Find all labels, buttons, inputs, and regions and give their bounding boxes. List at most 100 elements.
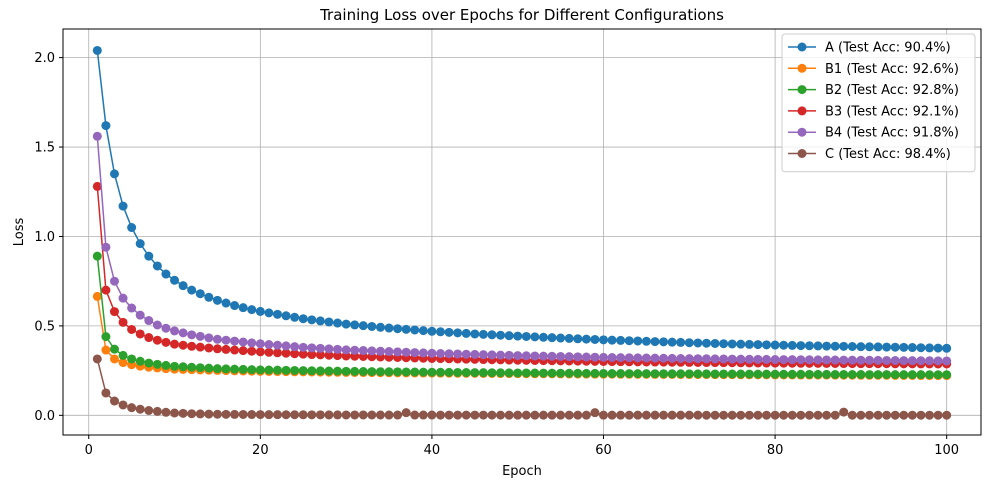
data-point (375, 346, 385, 356)
data-point (187, 285, 197, 295)
legend-entry: C (Test Acc: 98.4%) (788, 147, 951, 162)
data-point (504, 350, 514, 360)
data-point (822, 410, 832, 420)
data-point (676, 337, 686, 347)
plot-frame (62, 28, 982, 436)
legend-marker (797, 149, 807, 158)
data-point (255, 365, 265, 375)
data-point (727, 369, 737, 379)
data-point (375, 367, 385, 377)
data-point (624, 353, 634, 363)
y-tick-label: 1.5 (34, 141, 55, 156)
data-point (727, 410, 737, 420)
data-point (573, 352, 583, 362)
data-point (272, 340, 282, 350)
data-point (641, 369, 651, 379)
data-point (92, 291, 102, 301)
data-point (736, 339, 746, 349)
data-point (547, 333, 557, 343)
data-point (212, 334, 222, 344)
data-point (487, 368, 497, 378)
data-point (916, 356, 926, 366)
legend-entry: B4 (Test Acc: 91.8%) (788, 126, 959, 141)
data-point (436, 327, 445, 337)
data-point (796, 410, 806, 420)
data-point (92, 181, 102, 191)
data-point (616, 369, 626, 379)
data-point (255, 410, 265, 420)
data-point (521, 410, 531, 420)
data-point (358, 410, 368, 420)
data-point (101, 285, 111, 295)
data-point (942, 370, 952, 380)
data-point (101, 332, 111, 342)
data-point (255, 339, 265, 349)
data-point (641, 410, 651, 420)
data-point (719, 339, 729, 349)
data-point (822, 341, 832, 351)
data-point (290, 349, 300, 359)
y-tick-label: 1.0 (34, 230, 55, 245)
data-point (882, 342, 892, 352)
chart-title: Training Loss over Epochs for Different … (319, 6, 724, 24)
data-point (727, 354, 737, 364)
data-point (367, 367, 377, 377)
data-point (933, 356, 943, 366)
data-point (298, 314, 308, 324)
data-point (676, 410, 686, 420)
data-point (624, 369, 634, 379)
x-tick-label: 60 (595, 443, 612, 458)
data-point (118, 317, 128, 327)
data-point (341, 410, 351, 420)
data-point (290, 342, 300, 352)
legend-marker (797, 42, 807, 52)
data-point (899, 342, 909, 352)
data-point (109, 344, 119, 354)
x-tick-label: 40 (424, 443, 441, 458)
data-point (161, 360, 171, 370)
data-point (350, 345, 360, 355)
data-point (367, 346, 377, 356)
data-point (804, 355, 814, 365)
legend-entry: B1 (Test Acc: 92.6%) (788, 62, 959, 77)
data-point (787, 340, 797, 350)
data-point (659, 410, 669, 420)
data-point (804, 410, 814, 420)
data-point (401, 408, 411, 418)
data-point (418, 326, 428, 336)
data-point (333, 318, 343, 328)
data-point (907, 370, 917, 380)
data-point (307, 350, 317, 360)
data-point (513, 351, 523, 361)
data-point (427, 326, 437, 336)
data-point (796, 341, 806, 351)
data-point (770, 355, 780, 365)
data-point (221, 364, 231, 374)
data-point (839, 407, 849, 417)
data-point (315, 316, 325, 326)
series-0 (92, 45, 952, 353)
data-point (564, 333, 574, 343)
data-point (753, 410, 763, 420)
data-point (478, 410, 488, 420)
data-point (247, 338, 257, 348)
data-point (822, 355, 832, 365)
data-point (195, 289, 205, 299)
data-point (701, 410, 711, 420)
data-point (350, 320, 360, 330)
data-point (109, 354, 119, 364)
data-point (109, 169, 119, 179)
data-point (504, 331, 514, 341)
data-point (813, 355, 823, 365)
data-point (641, 336, 651, 346)
data-point (719, 369, 729, 379)
data-point (298, 349, 308, 359)
data-point (701, 338, 711, 348)
data-point (925, 356, 935, 366)
data-point (436, 410, 445, 420)
data-point (684, 354, 694, 364)
data-point (170, 408, 180, 418)
data-point (873, 342, 883, 352)
data-point (418, 367, 428, 377)
data-point (358, 321, 368, 331)
